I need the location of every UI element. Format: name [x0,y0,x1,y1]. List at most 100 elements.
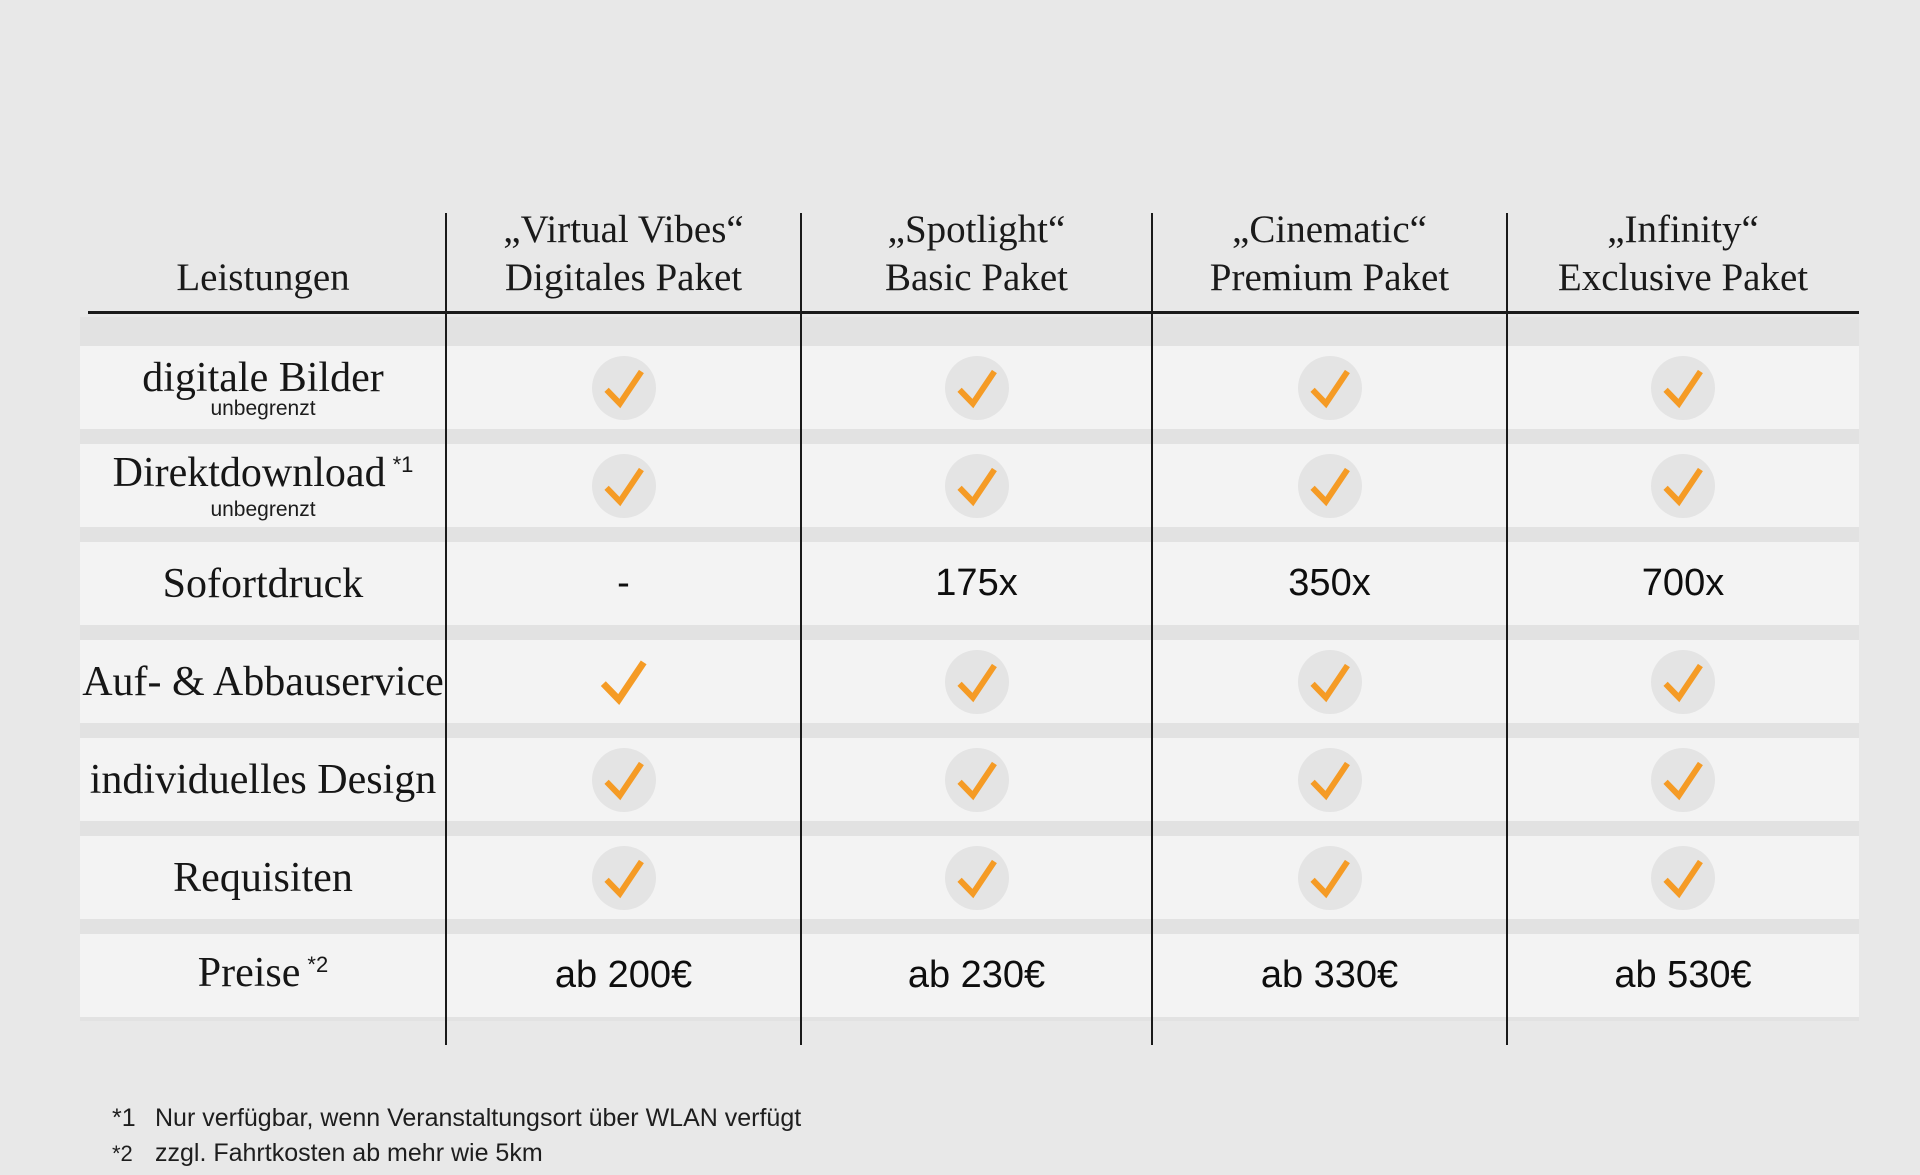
footnote-marker: *2 [307,951,329,977]
check-circle [1297,453,1362,518]
feature-label: Auf- & Abbauservice [82,658,444,705]
check-cell [801,738,1152,821]
package-name: „Spotlight“ [887,208,1066,251]
check-cell [801,444,1152,527]
check-icon [602,758,646,802]
column-divider [1151,213,1153,1045]
check-circle [1297,845,1362,910]
check-circle [591,845,656,910]
check-cell [1152,346,1507,429]
check-icon [1308,660,1352,704]
feature-label: Preise *2 [197,949,329,996]
package-tier: Digitales Paket [504,256,743,299]
row-digitale-bilder: digitale Bilder unbegrenzt [80,346,1859,429]
check-icon [1661,660,1705,704]
feature-label-cell: Requisiten [80,836,446,919]
check-icon [602,366,646,410]
comparison-table: digitale Bilder unbegrenzt Direktdownloa… [80,317,1859,1021]
header-cell-cinematic: „Cinematic“ Premium Paket [1152,168,1507,311]
check-circle [591,453,656,518]
check-cell [1152,640,1507,723]
check-icon [602,464,646,508]
package-name: „Cinematic“ [1232,208,1427,251]
feature-label: Direktdownload *1 [112,449,414,496]
footnote-text: zzgl. Fahrtkosten ab mehr wie 5km [155,1139,543,1167]
check-cell [801,640,1152,723]
check-circle [1651,649,1715,714]
package-name: „Infinity“ [1607,208,1759,251]
table-header-row: Leistungen „Virtual Vibes“ Digitales Pak… [80,168,1859,311]
feature-sublabel: unbegrenzt [210,497,316,521]
feature-label-cell: Direktdownload *1 unbegrenzt [80,444,446,527]
value-cell: - [617,562,630,604]
row-preise: Preise *2 ab 200€ ab 230€ ab 330€ ab 530€ [80,934,1859,1017]
header-cell-infinity: „Infinity“ Exclusive Paket [1507,168,1859,311]
check-cell [1152,738,1507,821]
check-icon [1661,758,1705,802]
check-circle [1651,453,1715,518]
check-circle [1297,747,1362,812]
feature-label: Sofortdruck [162,560,364,607]
check-circle [1651,747,1715,812]
feature-sublabel: unbegrenzt [210,396,316,420]
check-cell [446,640,801,723]
footnote-marker: *1 [392,451,414,477]
check-cell [1507,444,1859,527]
check-cell [1152,444,1507,527]
package-name: „Virtual Vibes“ [503,208,744,251]
header-cell-virtual-vibes: „Virtual Vibes“ Digitales Paket [446,168,801,311]
column-divider [1506,213,1508,1045]
features-column-label: Leistungen [176,256,350,299]
row-requisiten: Requisiten [80,836,1859,919]
check-circle [944,649,1009,714]
check-cell [1152,836,1507,919]
feature-label: individuelles Design [89,756,437,803]
value-cell: 700x [1641,562,1725,604]
row-auf-abbauservice: Auf- & Abbauservice [80,640,1859,723]
check-icon [1661,366,1705,410]
check-icon [1308,366,1352,410]
header-underline [88,311,1859,314]
check-cell [446,444,801,527]
check-cell [446,836,801,919]
header-cell-spotlight: „Spotlight“ Basic Paket [801,168,1152,311]
check-circle [1651,845,1715,910]
package-tier: Premium Paket [1209,256,1450,299]
check-circle [944,845,1009,910]
check-cell [801,346,1152,429]
check-icon [955,366,999,410]
footnote-1: *1 Nur verfügbar, wenn Veranstaltungsort… [112,1101,801,1136]
check-circle [591,747,656,812]
check-circle [591,355,656,420]
check-icon [602,856,646,900]
price-cell: ab 230€ [907,954,1046,996]
column-divider [445,213,447,1045]
check-icon [955,464,999,508]
feature-label: digitale Bilder [142,354,384,401]
price-cell: ab 330€ [1260,954,1399,996]
feature-label-cell: individuelles Design [80,738,446,821]
check-icon [955,856,999,900]
check-icon [1308,464,1352,508]
check-cell [1507,640,1859,723]
header-cell-leistungen: Leistungen [80,168,446,311]
check-cell [446,346,801,429]
price-cell: ab 200€ [554,954,693,996]
check-icon [955,758,999,802]
check-icon [1661,464,1705,508]
check-cell [801,836,1152,919]
footnote-marker: *1 [112,1104,136,1132]
price-cell: ab 530€ [1614,954,1752,996]
row-direktdownload: Direktdownload *1 unbegrenzt [80,444,1859,527]
check-cell [446,738,801,821]
check-circle [944,453,1009,518]
value-cell: 350x [1288,562,1371,604]
check-icon [955,660,999,704]
footnote-2: *2 zzgl. Fahrtkosten ab mehr wie 5km [112,1136,801,1171]
value-cell: 175x [935,562,1018,604]
check-circle [944,355,1009,420]
check-circle [944,747,1009,812]
column-divider [800,213,802,1045]
feature-label-cell: digitale Bilder unbegrenzt [80,346,446,429]
